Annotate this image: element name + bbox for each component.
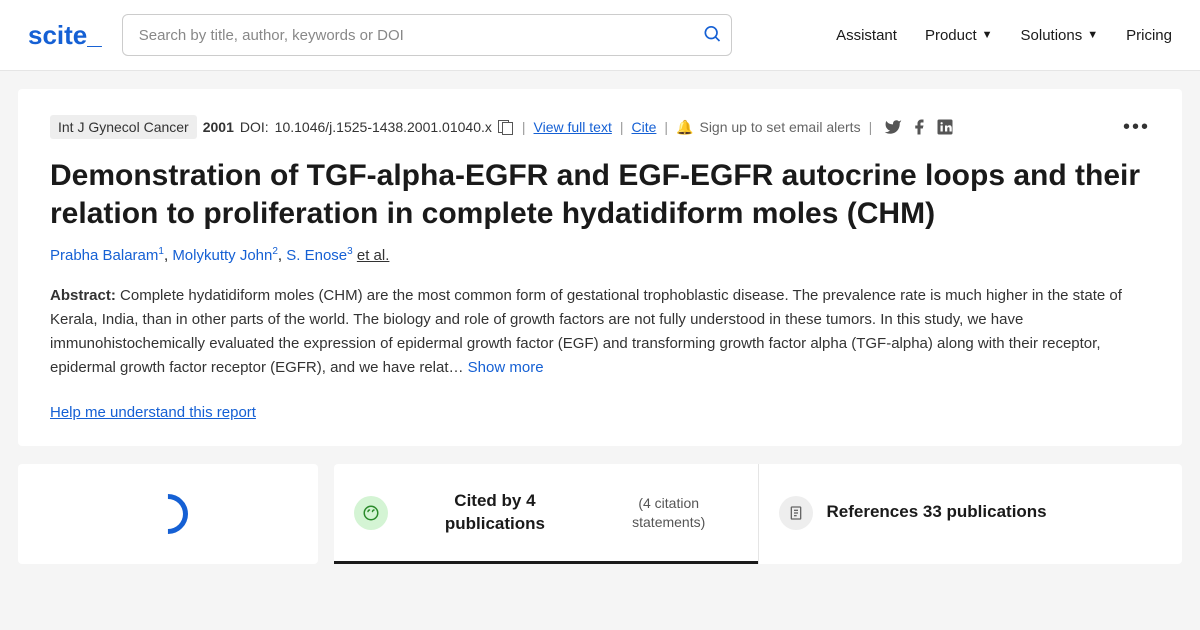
bottom-row: Cited by 4 publications (4 citation stat… bbox=[18, 464, 1182, 564]
author-link[interactable]: Molykutty John bbox=[172, 247, 272, 264]
search-wrapper bbox=[122, 14, 732, 56]
chevron-down-icon: ▼ bbox=[982, 29, 993, 41]
tab-references[interactable]: References 33 publications bbox=[759, 464, 1183, 564]
search-input[interactable] bbox=[122, 14, 732, 56]
tab-cited-main: Cited by 4 publications bbox=[402, 490, 588, 534]
twitter-icon[interactable] bbox=[884, 118, 902, 136]
nav-solutions[interactable]: Solutions ▼ bbox=[1021, 27, 1099, 44]
meta-row: Int J Gynecol Cancer 2001 DOI: 10.1046/j… bbox=[50, 115, 1150, 139]
facebook-icon[interactable] bbox=[910, 118, 928, 136]
separator: | bbox=[664, 119, 668, 135]
help-understand-link[interactable]: Help me understand this report bbox=[50, 404, 256, 421]
linkedin-icon[interactable] bbox=[936, 118, 954, 136]
citation-icon bbox=[354, 496, 388, 530]
tabs: Cited by 4 publications (4 citation stat… bbox=[334, 464, 1182, 564]
bell-icon: 🔔 bbox=[676, 119, 693, 136]
year: 2001 bbox=[203, 119, 234, 135]
doi-label: DOI: bbox=[240, 119, 269, 135]
loading-card bbox=[18, 464, 318, 564]
show-more-link[interactable]: Show more bbox=[468, 359, 544, 376]
affiliation-sup: 2 bbox=[272, 246, 278, 257]
nav-product[interactable]: Product ▼ bbox=[925, 27, 993, 44]
nav-assistant[interactable]: Assistant bbox=[836, 27, 897, 44]
author-link[interactable]: Prabha Balaram bbox=[50, 247, 158, 264]
separator: | bbox=[522, 119, 526, 135]
logo[interactable]: scite_ bbox=[28, 20, 102, 51]
authors: Prabha Balaram1, Molykutty John2, S. Eno… bbox=[50, 246, 1150, 264]
author-link[interactable]: S. Enose bbox=[286, 247, 347, 264]
social-icons bbox=[884, 118, 954, 136]
article-title: Demonstration of TGF-alpha-EGFR and EGF-… bbox=[50, 157, 1150, 232]
email-alerts-link[interactable]: Sign up to set email alerts bbox=[699, 119, 860, 135]
separator: | bbox=[869, 119, 873, 135]
more-button[interactable]: ••• bbox=[1123, 116, 1150, 139]
tab-cited-by[interactable]: Cited by 4 publications (4 citation stat… bbox=[334, 464, 758, 564]
abstract: Abstract: Complete hydatidiform moles (C… bbox=[50, 284, 1150, 380]
chevron-down-icon: ▼ bbox=[1087, 29, 1098, 41]
separator: | bbox=[620, 119, 624, 135]
header: scite_ Assistant Product ▼ Solutions ▼ P… bbox=[0, 0, 1200, 71]
tab-text: Cited by 4 publications (4 citation stat… bbox=[402, 490, 738, 534]
search-icon bbox=[702, 24, 722, 44]
article-card: Int J Gynecol Cancer 2001 DOI: 10.1046/j… bbox=[18, 89, 1182, 446]
abstract-label: Abstract: bbox=[50, 287, 116, 304]
copy-icon[interactable] bbox=[498, 120, 514, 134]
nav-solutions-label: Solutions bbox=[1021, 27, 1083, 44]
tab-cited-sub: (4 citation statements) bbox=[600, 494, 738, 530]
affiliation-sup: 1 bbox=[158, 246, 164, 257]
document-icon bbox=[779, 496, 813, 530]
journal-badge[interactable]: Int J Gynecol Cancer bbox=[50, 115, 197, 139]
affiliation-sup: 3 bbox=[347, 246, 353, 257]
tab-refs-main: References 33 publications bbox=[827, 501, 1047, 523]
abstract-text: Complete hydatidiform moles (CHM) are th… bbox=[50, 287, 1122, 376]
view-full-text-link[interactable]: View full text bbox=[534, 119, 612, 135]
spinner-icon bbox=[140, 486, 197, 543]
nav-pricing[interactable]: Pricing bbox=[1126, 27, 1172, 44]
doi-value: 10.1046/j.1525-1438.2001.01040.x bbox=[275, 119, 492, 135]
nav-product-label: Product bbox=[925, 27, 977, 44]
search-button[interactable] bbox=[702, 24, 722, 47]
nav: Assistant Product ▼ Solutions ▼ Pricing bbox=[836, 27, 1172, 44]
cite-link[interactable]: Cite bbox=[632, 119, 657, 135]
etal-link[interactable]: et al. bbox=[357, 247, 390, 264]
